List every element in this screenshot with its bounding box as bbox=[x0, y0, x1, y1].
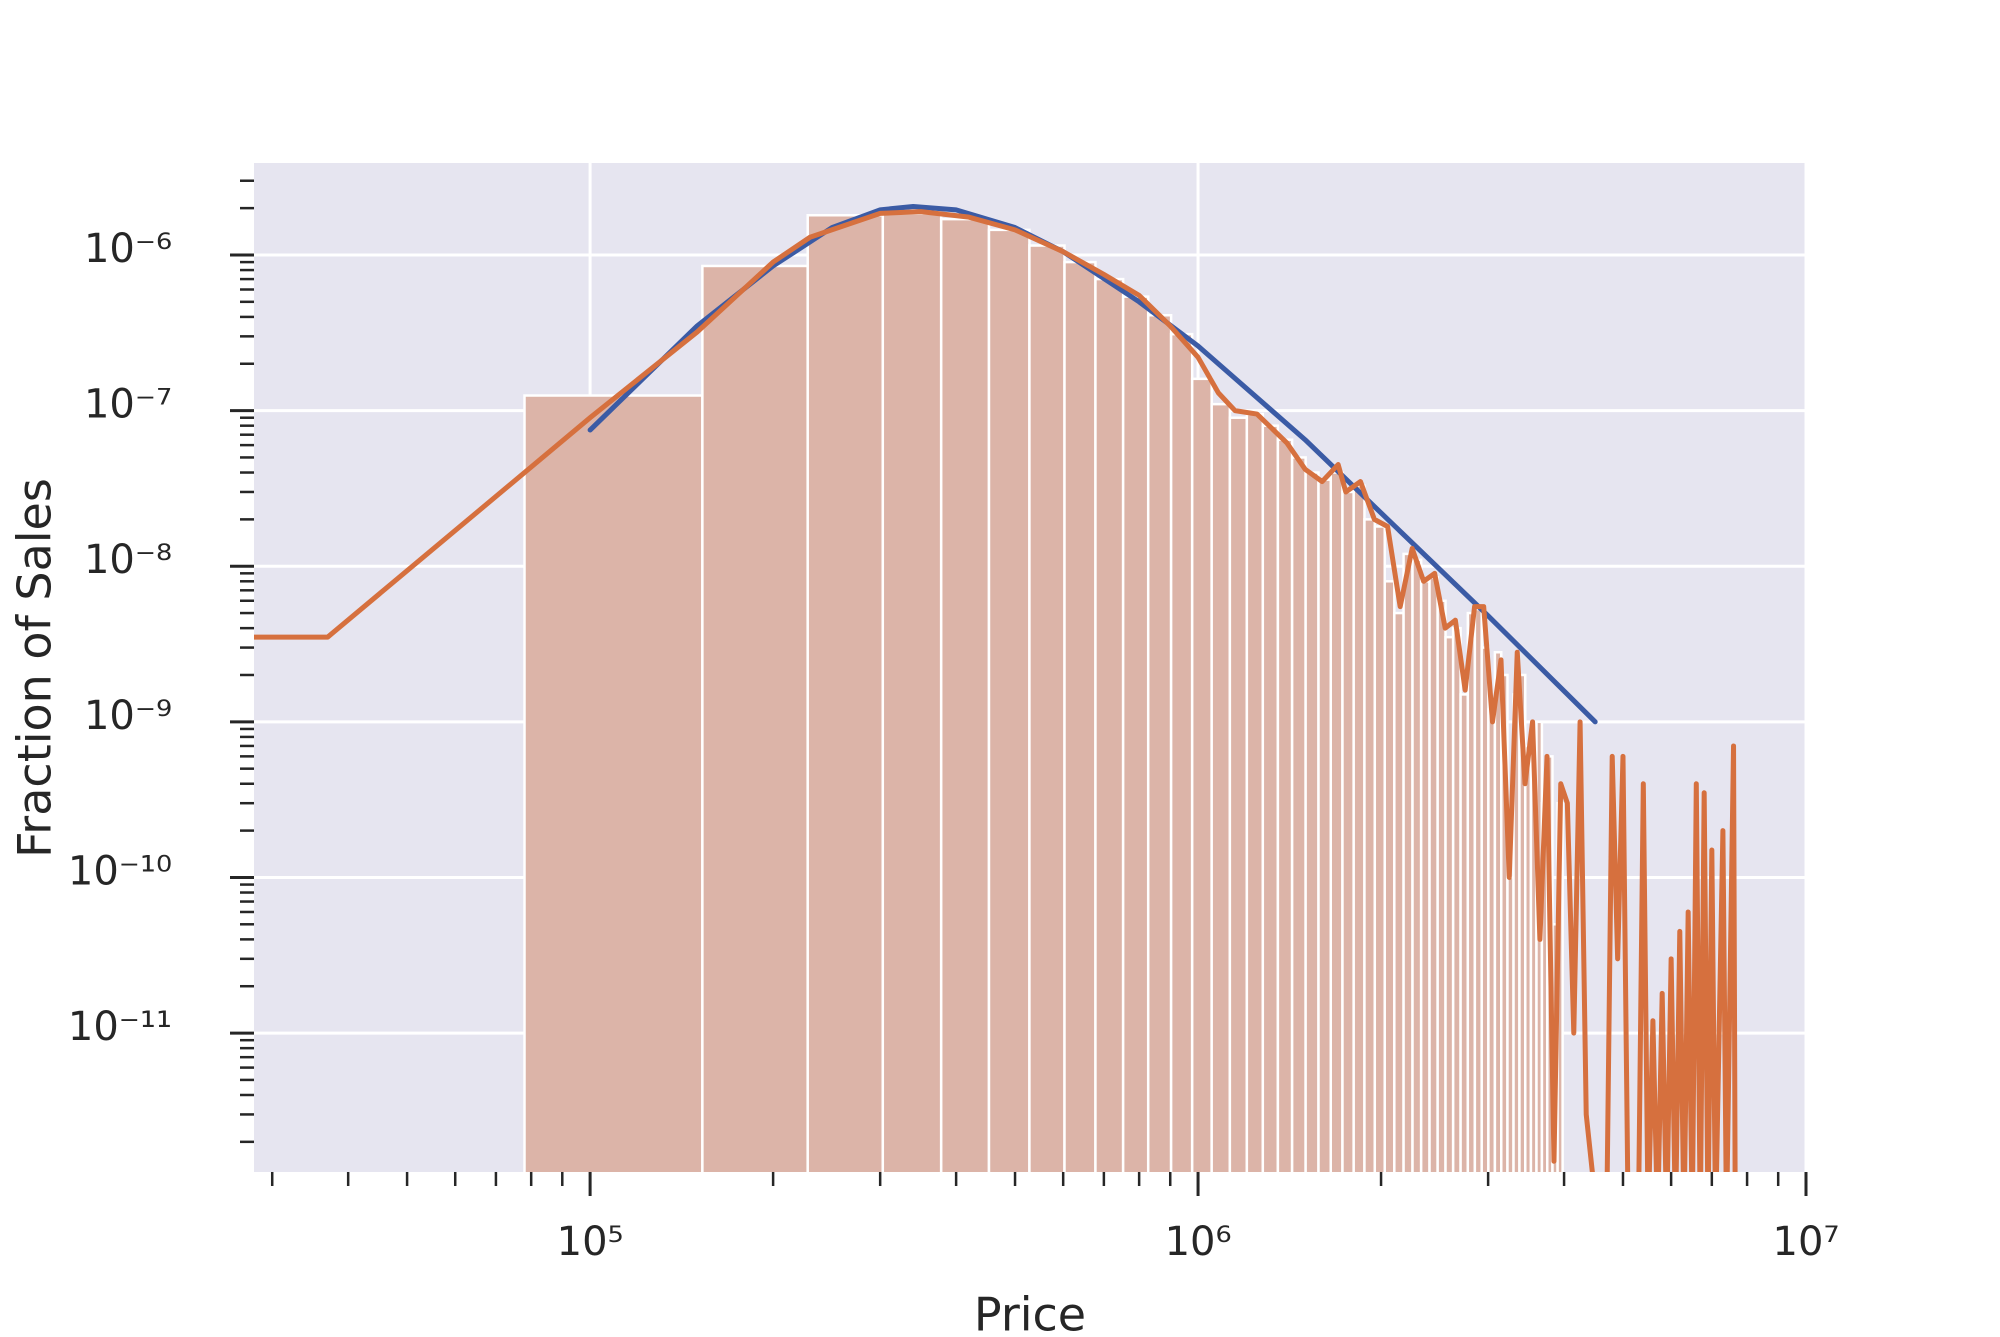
histogram-bar bbox=[1290, 456, 1307, 1172]
histogram-bar bbox=[1210, 402, 1232, 1172]
histogram-bar bbox=[1383, 580, 1396, 1172]
histogram-bar bbox=[1329, 471, 1344, 1172]
histogram-bar bbox=[1317, 478, 1332, 1172]
x-tick-label: 10⁵ bbox=[557, 1219, 624, 1265]
histogram-bar bbox=[1245, 412, 1265, 1172]
histogram-bar bbox=[1411, 558, 1423, 1172]
histogram-bar bbox=[1402, 552, 1414, 1172]
histogram-bar bbox=[939, 217, 991, 1172]
histogram-bar bbox=[1352, 484, 1366, 1172]
axes: 10⁵ 10⁶ 10⁷ 10⁻¹¹ 10⁻¹⁰ 10⁻⁹ 10⁻⁸ 10⁻⁷ 10⁻⁶ bbox=[68, 179, 1840, 1265]
y-tick-label: 10⁻⁶ bbox=[84, 226, 172, 272]
y-tick-label: 10⁻⁷ bbox=[84, 382, 172, 428]
histogram-bar bbox=[1393, 611, 1405, 1172]
histogram-bar bbox=[523, 394, 704, 1172]
histogram-bar bbox=[987, 228, 1031, 1172]
histogram-bar bbox=[1094, 277, 1125, 1172]
histogram-bar bbox=[1276, 438, 1294, 1172]
histogram-bar bbox=[806, 214, 885, 1172]
histogram-bar bbox=[1028, 244, 1066, 1172]
x-tick-label: 10⁷ bbox=[1773, 1219, 1840, 1265]
x-axis-label: Price bbox=[974, 1288, 1086, 1334]
histogram-bar bbox=[1063, 260, 1097, 1172]
x-tick-label: 10⁶ bbox=[1165, 1219, 1232, 1265]
y-tick-label: 10⁻⁸ bbox=[84, 537, 172, 583]
plot-area bbox=[254, 203, 1738, 1172]
histogram-bar bbox=[701, 264, 809, 1172]
histogram-bar bbox=[1304, 471, 1320, 1172]
fit-line bbox=[254, 209, 1738, 1172]
histogram-bar bbox=[1228, 416, 1249, 1172]
y-tick-label: 10⁻¹¹ bbox=[68, 1004, 172, 1050]
histogram-bar bbox=[1341, 490, 1355, 1172]
histogram-bar bbox=[1419, 580, 1431, 1172]
histogram-bar bbox=[1261, 424, 1280, 1172]
histogram-bar bbox=[881, 212, 943, 1172]
histogram-bar bbox=[1121, 295, 1150, 1172]
y-axis-label: Fraction of Sales bbox=[8, 478, 62, 858]
y-tick-label: 10⁻¹⁰ bbox=[68, 848, 172, 894]
histogram-bar bbox=[1169, 332, 1194, 1172]
histogram-bar bbox=[1146, 313, 1173, 1172]
y-tick-label: 10⁻⁹ bbox=[84, 693, 172, 739]
histogram-bar bbox=[1363, 518, 1377, 1172]
histogram-bar bbox=[1190, 377, 1213, 1172]
histogram-bar bbox=[1373, 525, 1386, 1172]
